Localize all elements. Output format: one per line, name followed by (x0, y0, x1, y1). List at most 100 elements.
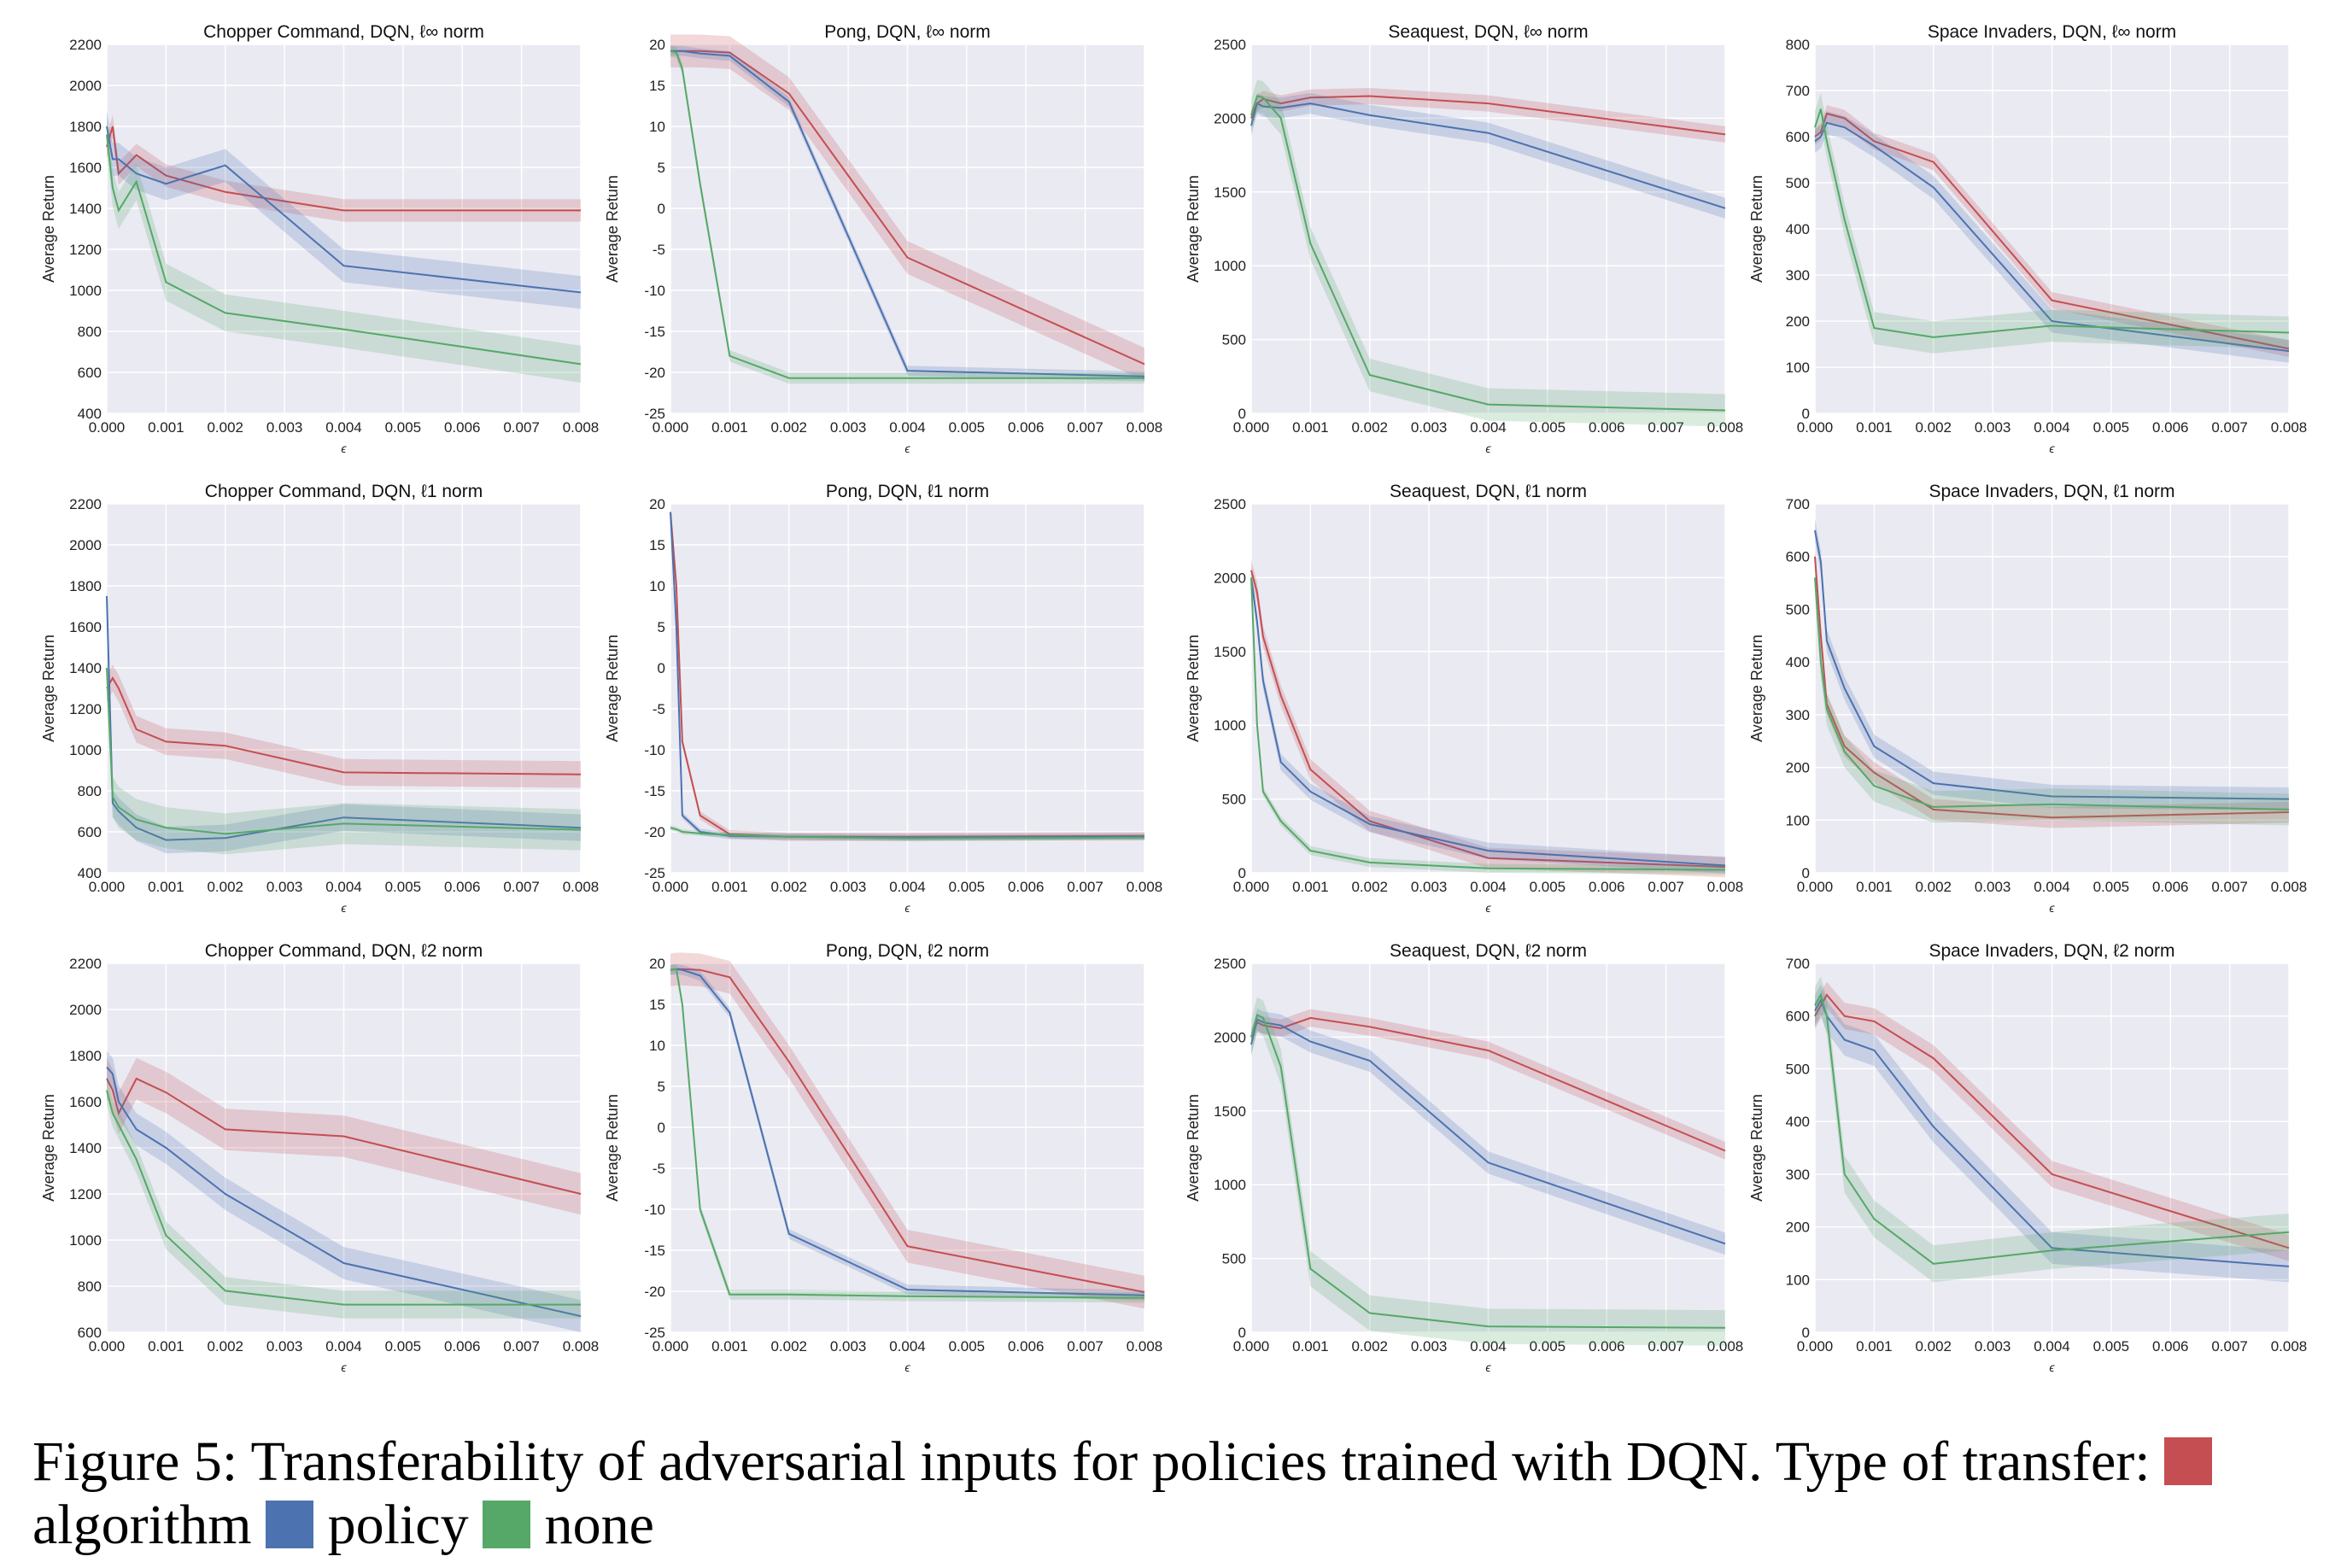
chart-panel-9: 600 800 1000 1200 1400 1600 1800 2000 2200 0.000 0… (40, 941, 599, 1374)
y-tick-label: 2500 (1214, 496, 1246, 512)
x-axis-label: ϵ (341, 901, 347, 915)
y-tick-label: -15 (644, 1243, 665, 1259)
y-tick-label: 500 (1786, 1061, 1810, 1077)
series-line-policy (670, 968, 1145, 1296)
x-tick-label: 0.008 (563, 879, 600, 895)
y-tick-label: 2200 (69, 37, 102, 53)
x-tick-label: 0.000 (89, 879, 126, 895)
x-tick-label: 0.006 (2152, 879, 2189, 895)
x-tick-label: 0.000 (1797, 1338, 1834, 1354)
chart-title: Seaquest, DQN, ℓ2 norm (1390, 941, 1587, 961)
y-tick-label: 15 (649, 537, 665, 553)
series-line-none (1814, 992, 2290, 1265)
x-tick-label: 0.007 (503, 419, 540, 436)
x-tick-label: 0.004 (325, 419, 362, 436)
y-axis-label: Average Return (40, 175, 57, 283)
y-tick-label: 2000 (69, 537, 102, 553)
series-line-algorithm (1250, 95, 1726, 136)
y-tick-label: 300 (1786, 1167, 1810, 1183)
y-tick-label: 400 (78, 865, 102, 881)
series-line-policy (1250, 102, 1726, 209)
x-tick-label: 0.005 (1530, 879, 1566, 895)
y-tick-label: 500 (1222, 792, 1246, 808)
chart-title: Space Invaders, DQN, ℓ1 norm (1929, 482, 2174, 501)
legend-swatch-none (483, 1501, 531, 1548)
x-tick-label: 0.006 (444, 1338, 481, 1354)
chart-panel-12: 0 100 200 300 400 500 600 700 0.000 0.001 0.002 0.0… (1748, 941, 2307, 1374)
x-tick-label: 0.007 (503, 879, 540, 895)
x-tick-label: 0.008 (563, 1338, 600, 1354)
chart-title: Seaquest, DQN, ℓ1 norm (1390, 482, 1587, 501)
y-tick-label: 800 (1786, 37, 1810, 53)
y-tick-label: 1000 (69, 742, 102, 758)
y-tick-label: 500 (1222, 332, 1246, 348)
y-tick-label: 1500 (1214, 1103, 1246, 1120)
series-band-none (1815, 92, 2289, 354)
x-tick-label: 0.006 (1589, 419, 1625, 436)
y-tick-label: 5 (658, 160, 665, 176)
x-tick-label: 0.001 (711, 1338, 748, 1354)
y-tick-label: 0 (1238, 406, 1246, 422)
y-tick-label: 600 (78, 365, 102, 381)
y-tick-label: 800 (78, 1278, 102, 1295)
series-line-none (1814, 108, 2290, 338)
x-tick-label: 0.004 (1470, 419, 1507, 436)
x-tick-label: 0.003 (1411, 1338, 1448, 1354)
y-tick-label: -20 (644, 365, 665, 381)
chart-title: Pong, DQN, ℓ1 norm (826, 482, 989, 501)
x-tick-label: 0.005 (949, 419, 986, 436)
x-tick-label: 0.002 (207, 879, 243, 895)
series-band-policy (107, 109, 581, 309)
legend-label-none: none (544, 1494, 654, 1556)
x-tick-label: 0.000 (1797, 879, 1834, 895)
y-tick-label: 0 (658, 1120, 665, 1136)
y-axis-label: Average Return (1185, 635, 1202, 742)
series-line-none (1250, 577, 1726, 871)
y-tick-label: 1000 (69, 283, 102, 299)
x-tick-label: 0.005 (385, 1338, 422, 1354)
x-tick-label: 0.008 (1127, 879, 1163, 895)
y-tick-label: 800 (78, 783, 102, 799)
y-tick-label: 1800 (69, 119, 102, 135)
chart-title: Pong, DQN, ℓ2 norm (826, 941, 989, 961)
caption-text: Figure 5: Transferability of adversarial… (32, 1431, 2151, 1493)
y-tick-label: 1600 (69, 160, 102, 176)
x-tick-label: 0.001 (711, 879, 748, 895)
y-tick-label: -5 (653, 1161, 665, 1177)
y-tick-label: 1800 (69, 578, 102, 594)
y-tick-label: 1200 (69, 701, 102, 717)
x-axis-label: ϵ (2049, 1360, 2055, 1374)
x-tick-label: 0.004 (2034, 419, 2070, 436)
y-tick-label: 1000 (1214, 1177, 1246, 1193)
y-tick-label: 0 (1802, 406, 1810, 422)
figure-caption: Figure 5: Transferability of adversarial… (32, 1431, 2321, 1557)
x-tick-label: 0.004 (889, 419, 926, 436)
x-axis-label: ϵ (1485, 901, 1491, 915)
series-line-algorithm (106, 126, 581, 212)
y-tick-label: 600 (78, 1325, 102, 1341)
x-tick-label: 0.006 (2152, 419, 2189, 436)
series-band-algorithm (1815, 105, 2289, 358)
series-line-none (670, 827, 1145, 840)
series-line-none (670, 50, 1144, 379)
x-axis-label: ϵ (904, 901, 910, 915)
legend-swatch-algorithm (2164, 1437, 2213, 1485)
y-tick-label: 700 (1786, 496, 1810, 512)
x-tick-label: 0.000 (1233, 879, 1270, 895)
y-tick-label: 600 (78, 824, 102, 840)
series-line-algorithm (106, 676, 582, 775)
series-line-algorithm (1814, 556, 2290, 819)
y-tick-label: 200 (1786, 313, 1810, 330)
y-axis-label: Average Return (1185, 1094, 1202, 1202)
y-tick-label: 2000 (69, 78, 102, 94)
y-tick-label: 100 (1786, 812, 1810, 828)
y-tick-label: 0 (1802, 1325, 1810, 1341)
series-line-policy (106, 1066, 582, 1318)
series-line-none (1250, 95, 1726, 412)
y-tick-label: 20 (649, 496, 665, 512)
y-tick-label: 1000 (1214, 258, 1246, 274)
y-tick-label: 1600 (69, 619, 102, 635)
x-tick-label: 0.005 (2093, 1338, 2130, 1354)
series-band-none (1815, 561, 2289, 826)
y-axis-label: Average Return (604, 635, 621, 742)
